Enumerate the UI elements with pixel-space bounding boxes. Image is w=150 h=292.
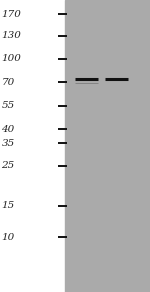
Text: 10: 10 [2, 233, 15, 241]
Text: 40: 40 [2, 125, 15, 133]
Text: 170: 170 [2, 10, 21, 18]
Text: 55: 55 [2, 101, 15, 110]
Text: 100: 100 [2, 55, 21, 63]
Bar [0, 0, 65, 292]
Text: 70: 70 [2, 78, 15, 87]
Text: 130: 130 [2, 31, 21, 40]
Text: 35: 35 [2, 139, 15, 147]
Text: 25: 25 [2, 161, 15, 170]
Bar [65, 0, 150, 292]
Text: 15: 15 [2, 201, 15, 210]
